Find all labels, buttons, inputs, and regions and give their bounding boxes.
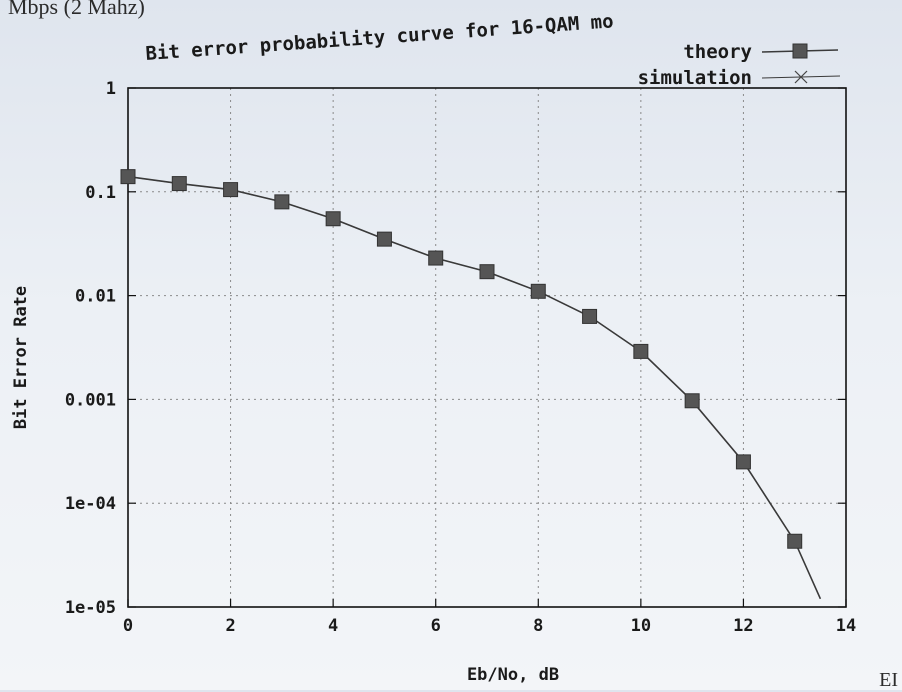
y-tick-label: 0.1 (85, 183, 116, 203)
x-tick-label: 14 (836, 616, 856, 636)
legend: theory simulation (638, 41, 841, 89)
x-axis-label: Eb/No, dB (467, 665, 559, 685)
y-tick-label: 0.01 (75, 287, 116, 307)
y-tick-label: 1e-04 (65, 494, 116, 514)
y-tick-label: 0.001 (65, 390, 116, 410)
point-theory (120, 169, 136, 185)
point-theory (735, 454, 751, 470)
x-tick-label: 6 (431, 616, 441, 636)
point-theory (428, 250, 444, 266)
legend-label-theory: theory (683, 41, 752, 63)
legend-cross-stroke (794, 70, 808, 84)
point-theory (787, 533, 803, 549)
point-theory (223, 182, 239, 198)
series-layer (120, 169, 822, 600)
point-theory (633, 343, 649, 359)
point-theory (479, 264, 495, 280)
plot-frame (127, 87, 847, 608)
point-theory (376, 231, 392, 247)
legend-marker-simulation (794, 70, 808, 84)
x-tick-label: 4 (328, 616, 338, 636)
point-theory (274, 194, 290, 210)
series-line-simulation (127, 176, 796, 542)
x-tick-label: 8 (533, 616, 543, 636)
point-theory (325, 211, 341, 227)
point-theory (684, 393, 700, 409)
y-axis-label: Bit Error Rate (11, 286, 31, 429)
x-tick-label: 10 (631, 616, 651, 636)
point-theory (582, 308, 598, 324)
point-theory (171, 176, 187, 192)
tick-layer: 0 2 4 6 8 10 12 14 1e-05 1e-04 0.001 0.01 0.1 1 (65, 79, 856, 636)
x-tick-label: 0 (123, 616, 133, 636)
x-tick-label: 12 (733, 616, 753, 636)
point-theory (530, 283, 546, 299)
page-footer-fragment: EI (879, 669, 898, 691)
series-line-theory (127, 175, 822, 600)
page-header-fragment: Mbps (2 Mahz) (8, 0, 145, 19)
y-tick-label: 1 (106, 79, 116, 99)
legend-label-simulation: simulation (638, 67, 752, 89)
legend-marker-theory (792, 43, 808, 59)
x-tick-label: 2 (225, 616, 235, 636)
grid-layer (128, 88, 846, 607)
y-tick-label: 1e-05 (65, 598, 116, 618)
